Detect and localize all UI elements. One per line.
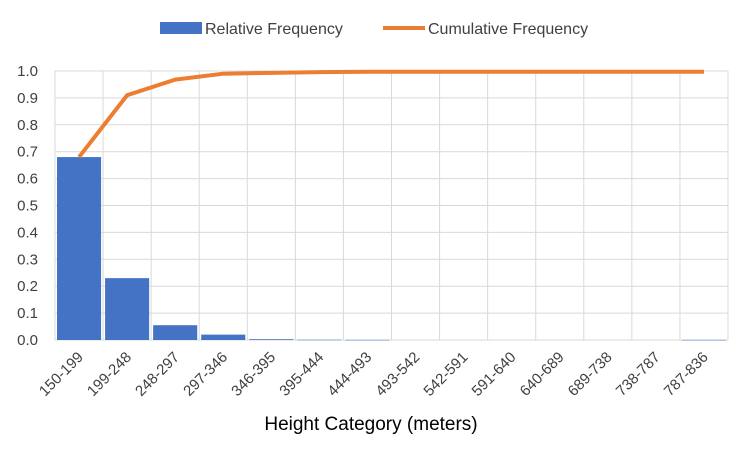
y-tick-label: 0.1 xyxy=(17,305,38,322)
bar-relative-frequency xyxy=(249,339,294,340)
y-tick-label: 1.0 xyxy=(17,63,38,80)
legend-swatch-relative-frequency xyxy=(160,22,202,34)
x-tick-labels: 150-199199-248248-297297-346346-395395-4… xyxy=(36,349,712,400)
bar-relative-frequency xyxy=(345,339,390,341)
y-tick-label: 0.5 xyxy=(17,198,38,215)
y-tick-label: 0.9 xyxy=(17,90,38,107)
x-tick-label: 150-199 xyxy=(36,349,87,400)
bar-relative-frequency xyxy=(201,334,246,340)
grid-layer xyxy=(54,70,729,341)
y-tick-label: 0.2 xyxy=(17,278,38,295)
legend-label-cumulative-frequency: Cumulative Frequency xyxy=(428,21,588,38)
x-tick-label: 199-248 xyxy=(84,349,135,400)
y-tick-label: 0.3 xyxy=(17,251,38,268)
bar-relative-frequency xyxy=(297,339,342,341)
x-tick-label: 738-787 xyxy=(613,349,664,400)
x-tick-label: 787-836 xyxy=(661,349,712,400)
x-tick-label: 248-297 xyxy=(132,349,183,400)
line-layer xyxy=(77,69,704,159)
x-tick-label: 689-738 xyxy=(565,349,616,400)
y-tick-label: 0.4 xyxy=(17,224,38,241)
y-tick-label: 0.0 xyxy=(17,332,38,349)
x-axis-title: Height Category (meters) xyxy=(264,414,477,435)
y-tick-labels: 0.0 0.1 0.2 0.3 0.4 0.5 0.6 0.7 0.8 0.9 1.0 xyxy=(17,63,38,349)
bar-relative-frequency xyxy=(57,157,102,340)
x-tick-label: 444-493 xyxy=(324,349,375,400)
y-tick-label: 0.7 xyxy=(17,144,38,161)
y-tick-label: 0.6 xyxy=(17,171,38,188)
x-tick-label: 542-591 xyxy=(420,349,471,400)
bars-layer xyxy=(57,157,726,341)
x-tick-label: 346-395 xyxy=(228,349,279,400)
x-tick-label: 297-346 xyxy=(180,349,231,400)
bar-relative-frequency xyxy=(153,325,198,340)
x-tick-label: 640-689 xyxy=(517,349,568,400)
x-tick-label: 493-542 xyxy=(372,349,423,400)
legend-label-relative-frequency: Relative Frequency xyxy=(205,21,343,38)
x-tick-label: 591-640 xyxy=(469,349,520,400)
y-tick-label: 0.8 xyxy=(17,117,38,134)
line-cumulative-frequency xyxy=(77,69,704,159)
x-tick-label: 395-444 xyxy=(276,349,327,400)
bar-relative-frequency xyxy=(105,278,150,340)
bar-relative-frequency xyxy=(681,339,726,341)
legend: Relative Frequency Cumulative Frequency xyxy=(160,21,588,38)
